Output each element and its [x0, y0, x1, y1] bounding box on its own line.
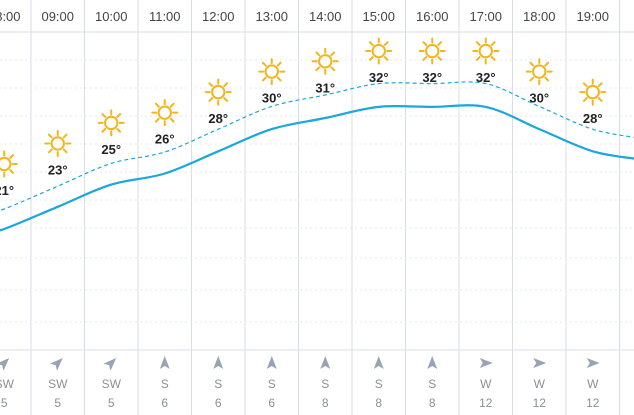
wind-arrow-icon — [427, 356, 438, 369]
wind-direction: W — [534, 377, 546, 391]
hour-label: 11:00 — [149, 9, 181, 24]
wind-speed: 6 — [215, 396, 222, 410]
hour-label: 19:00 — [576, 9, 609, 24]
hour-label: 16:00 — [416, 9, 449, 24]
temperature-label: 32° — [422, 70, 442, 85]
hour-label: 15:00 — [362, 9, 395, 24]
sun-icon — [579, 78, 607, 106]
sun-icon — [418, 37, 446, 65]
sun-icon — [525, 58, 553, 86]
wind-arrow-icon — [213, 356, 224, 369]
wind-speed: 8 — [375, 396, 382, 410]
wind-arrow-icon — [533, 358, 547, 368]
hour-label: 09:00 — [41, 9, 74, 24]
sun-icon — [151, 99, 179, 127]
temperature-label: 31° — [315, 80, 335, 95]
temperature-label: 32° — [369, 70, 389, 85]
wind-arrow-icon — [373, 356, 384, 369]
sun-icon — [97, 109, 125, 137]
wind-speed: 5 — [54, 396, 61, 410]
temperature-label: 32° — [476, 70, 496, 85]
sun-icon — [258, 58, 286, 86]
temperature-label: 30° — [262, 91, 282, 106]
wind-direction: S — [161, 377, 169, 391]
hour-label: 10:00 — [95, 9, 128, 24]
wind-speed: 12 — [479, 396, 493, 410]
wind-direction: S — [321, 377, 329, 391]
wind-direction: S — [375, 377, 383, 391]
hour-label: 12:00 — [202, 9, 235, 24]
temperature-line — [0, 104, 634, 232]
hour-label: 13:00 — [255, 9, 288, 24]
temperature-label: 30° — [529, 91, 549, 106]
wind-arrow-icon — [266, 356, 277, 369]
wind-direction: S — [428, 377, 436, 391]
wind-speed: 5 — [108, 396, 115, 410]
wind-speed: 8 — [322, 396, 329, 410]
wind-speed: 6 — [268, 396, 275, 410]
wind-arrow-icon — [103, 358, 117, 371]
wind-direction: W — [480, 377, 492, 391]
wind-arrow-icon — [49, 358, 63, 371]
sun-icon — [311, 47, 339, 75]
wind-direction: W — [587, 377, 599, 391]
temperature-label: 28° — [583, 111, 603, 126]
sun-icon — [472, 37, 500, 65]
temperature-label: 23° — [48, 162, 68, 177]
sun-icon — [204, 78, 232, 106]
wind-speed: 12 — [586, 396, 600, 410]
wind-direction: SW — [0, 377, 15, 391]
sun-icon — [365, 37, 393, 65]
wind-arrow-icon — [159, 356, 170, 369]
wind-speed: 12 — [533, 396, 547, 410]
wind-arrow-icon — [320, 356, 331, 369]
wind-arrow-icon — [0, 358, 10, 371]
wind-speed: 5 — [1, 396, 8, 410]
hour-label: 14:00 — [309, 9, 342, 24]
sun-icon — [44, 129, 72, 157]
temperature-label: 26° — [155, 132, 175, 147]
temperature-label: 28° — [208, 111, 228, 126]
feels-like-line — [0, 81, 634, 211]
wind-speed: 8 — [429, 396, 436, 410]
wind-direction: S — [268, 377, 276, 391]
wind-direction: SW — [48, 377, 68, 391]
hour-label: 18:00 — [523, 9, 556, 24]
wind-arrow-icon — [586, 358, 600, 368]
wind-direction: SW — [102, 377, 122, 391]
wind-direction: S — [214, 377, 222, 391]
temperature-label: 25° — [101, 142, 121, 157]
hour-label: 08:00 — [0, 9, 21, 24]
wind-speed: 6 — [161, 396, 168, 410]
sun-icon — [0, 150, 18, 178]
hour-label: 17:00 — [469, 9, 502, 24]
temperature-label: 21° — [0, 183, 14, 198]
wind-arrow-icon — [479, 358, 493, 368]
